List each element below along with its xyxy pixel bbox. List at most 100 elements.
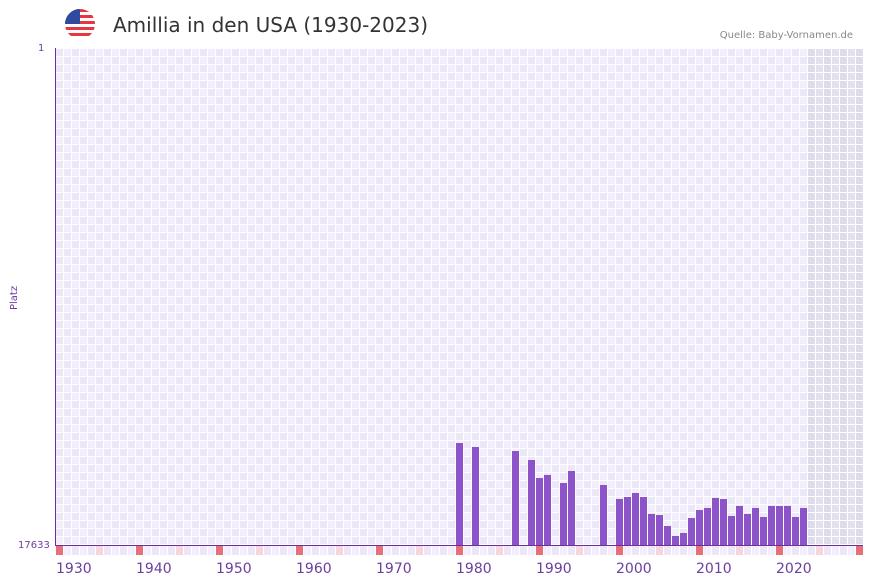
year-marker xyxy=(448,546,455,555)
bar-1994[interactable] xyxy=(568,470,575,545)
year-marker xyxy=(344,546,351,555)
year-marker xyxy=(288,546,295,555)
year-marker xyxy=(296,546,303,555)
bar-2023[interactable] xyxy=(800,507,807,545)
year-marker xyxy=(56,546,63,555)
year-marker xyxy=(264,546,271,555)
year-marker xyxy=(504,546,511,555)
year-marker xyxy=(576,546,583,555)
year-marker xyxy=(96,546,103,555)
year-marker xyxy=(216,546,223,555)
bar-2012[interactable] xyxy=(712,498,719,545)
year-marker xyxy=(712,546,719,555)
year-marker xyxy=(792,546,799,555)
y-tick-top: 1 xyxy=(38,43,45,54)
bar-2006[interactable] xyxy=(664,526,671,545)
year-marker xyxy=(480,546,487,555)
bar-1987[interactable] xyxy=(512,450,519,545)
bar-1982[interactable] xyxy=(472,446,479,545)
bar-2022[interactable] xyxy=(792,517,799,545)
bar-2021[interactable] xyxy=(784,505,791,545)
year-marker xyxy=(232,546,239,555)
year-marker xyxy=(656,546,663,555)
bar-2010[interactable] xyxy=(696,509,703,545)
year-marker xyxy=(616,546,623,555)
year-marker xyxy=(400,546,407,555)
year-marker xyxy=(728,546,735,555)
bar-2017[interactable] xyxy=(752,507,759,545)
year-marker xyxy=(608,546,615,555)
bar-2001[interactable] xyxy=(624,496,631,545)
year-marker xyxy=(120,546,127,555)
year-marker xyxy=(520,546,527,555)
bar-2016[interactable] xyxy=(744,513,751,545)
year-marker xyxy=(808,546,815,555)
bar-2007[interactable] xyxy=(672,536,679,545)
year-marker xyxy=(704,546,711,555)
year-marker xyxy=(568,546,575,555)
source-credit: Quelle: Baby-Vornamen.de xyxy=(719,30,853,41)
bar-1990[interactable] xyxy=(536,477,543,545)
x-tick-1940: 1940 xyxy=(136,561,172,577)
bar-2009[interactable] xyxy=(688,517,695,545)
year-marker xyxy=(760,546,767,555)
year-marker xyxy=(112,546,119,555)
year-marker xyxy=(624,546,631,555)
year-marker xyxy=(168,546,175,555)
year-marker xyxy=(832,546,839,555)
bar-2020[interactable] xyxy=(776,505,783,545)
year-marker xyxy=(440,546,447,555)
year-marker xyxy=(848,546,855,555)
year-marker xyxy=(528,546,535,555)
year-marker xyxy=(88,546,95,555)
bar-2011[interactable] xyxy=(704,507,711,545)
year-marker xyxy=(472,546,479,555)
bar-2008[interactable] xyxy=(680,532,687,545)
bar-2015[interactable] xyxy=(736,505,743,545)
year-marker xyxy=(464,546,471,555)
x-tick-1930: 1930 xyxy=(56,561,92,577)
year-marker xyxy=(592,546,599,555)
bar-2005[interactable] xyxy=(656,515,663,545)
bar-1993[interactable] xyxy=(560,482,567,545)
bar-1991[interactable] xyxy=(544,474,551,545)
bar-1980[interactable] xyxy=(456,442,463,545)
bar-2014[interactable] xyxy=(728,515,735,545)
bar-1998[interactable] xyxy=(600,484,607,545)
year-marker xyxy=(408,546,415,555)
y-axis xyxy=(55,48,56,545)
bar-2013[interactable] xyxy=(720,498,727,545)
year-marker xyxy=(208,546,215,555)
year-marker xyxy=(136,546,143,555)
year-marker xyxy=(144,546,151,555)
year-marker xyxy=(352,546,359,555)
year-marker xyxy=(512,546,519,555)
year-marker xyxy=(640,546,647,555)
year-marker xyxy=(320,546,327,555)
year-marker xyxy=(240,546,247,555)
year-marker xyxy=(496,546,503,555)
year-marker xyxy=(584,546,591,555)
year-marker xyxy=(648,546,655,555)
bar-2003[interactable] xyxy=(640,496,647,545)
year-marker xyxy=(104,546,111,555)
bar-2004[interactable] xyxy=(648,513,655,545)
year-marker xyxy=(360,546,367,555)
chart-title: Amillia in den USA (1930-2023) xyxy=(113,13,428,37)
x-tick-1970: 1970 xyxy=(376,561,412,577)
year-marker xyxy=(600,546,607,555)
bar-2000[interactable] xyxy=(616,498,623,545)
y-axis-label: Platz xyxy=(9,285,20,310)
year-marker xyxy=(160,546,167,555)
year-marker xyxy=(672,546,679,555)
bar-2002[interactable] xyxy=(632,492,639,545)
year-marker xyxy=(72,546,79,555)
bar-2018[interactable] xyxy=(760,517,767,545)
year-marker xyxy=(560,546,567,555)
year-marker xyxy=(424,546,431,555)
year-marker xyxy=(688,546,695,555)
x-tick-2020: 2020 xyxy=(776,561,812,577)
year-marker xyxy=(272,546,279,555)
bar-1989[interactable] xyxy=(528,459,535,545)
bar-2019[interactable] xyxy=(768,505,775,545)
